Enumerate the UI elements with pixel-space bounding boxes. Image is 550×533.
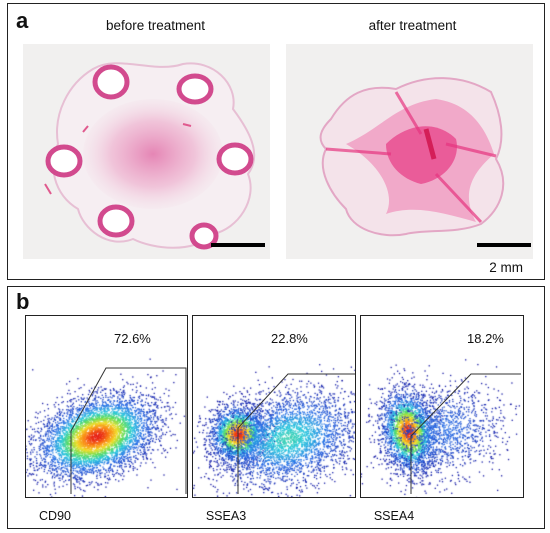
density-scatter	[26, 316, 187, 497]
gate-percentage: 22.8%	[271, 331, 308, 346]
scale-bar-right	[477, 243, 531, 247]
panel-b-label: b	[16, 289, 30, 314]
panel-a: a before treatment after treatment	[7, 3, 545, 280]
density-scatter	[361, 316, 523, 497]
flow-plot-cd90: 72.6%	[25, 315, 188, 498]
after-treatment-image	[286, 44, 533, 259]
gate	[410, 373, 521, 494]
marker-label-ssea3: SSEA3	[205, 509, 247, 523]
before-treatment-caption: before treatment	[105, 18, 206, 33]
panel-a-label: a	[16, 8, 29, 33]
density-scatter	[193, 316, 355, 497]
gate-percentage: 18.2%	[467, 331, 504, 346]
gate	[70, 367, 187, 494]
gate	[237, 373, 355, 494]
gate-percentage: 72.6%	[114, 331, 151, 346]
scale-bar-left	[211, 243, 265, 247]
marker-label-cd90: CD90	[39, 509, 71, 523]
after-treatment-caption: after treatment	[368, 18, 457, 33]
before-treatment-image	[23, 44, 270, 259]
panel-b: b 72.6% CD90 22.8% SSEA3 18.2% SSEA4	[7, 286, 545, 529]
flow-plot-ssea4: 18.2%	[360, 315, 524, 498]
flow-plot-ssea3: 22.8%	[192, 315, 356, 498]
marker-label-ssea4: SSEA4	[373, 509, 415, 523]
scale-bar-label: 2 mm	[489, 260, 523, 275]
